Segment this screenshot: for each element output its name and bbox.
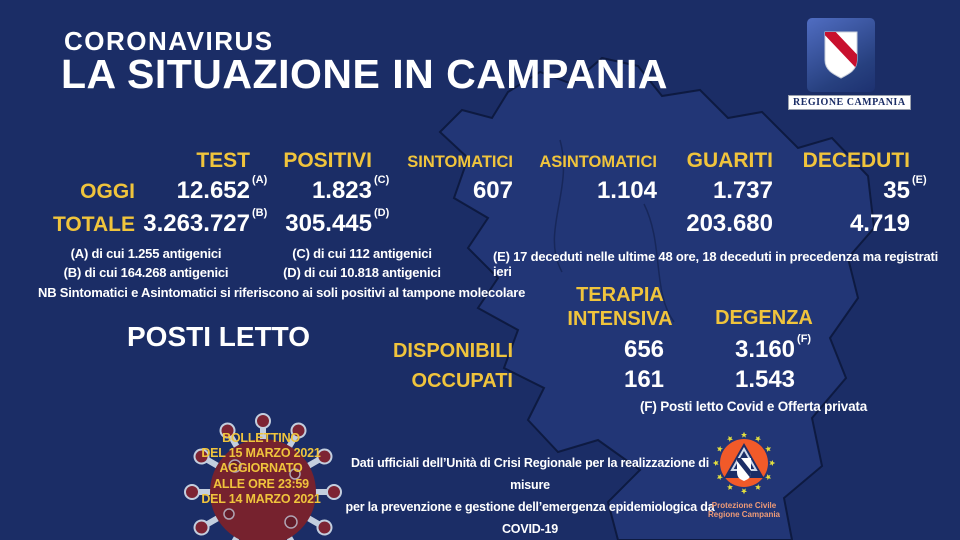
regione-campania-logo: REGIONE CAMPANIA xyxy=(788,18,911,110)
protezione-civile-label: Protezione Civile Regione Campania xyxy=(707,501,780,519)
col-header-degenza: DEGENZA xyxy=(715,307,813,329)
footnote-b: (B) di cui 164.268 antigenici xyxy=(63,265,229,280)
source-note: Dati ufficiali dell’Unità di Crisi Regio… xyxy=(345,456,715,536)
col-header-terapia-intensiva: TERAPIA INTENSIVA xyxy=(567,284,673,330)
row-label-disponibili: DISPONIBILI xyxy=(392,340,513,362)
footnote-d: (D) di cui 10.818 antigenici xyxy=(283,265,441,280)
stat-occupati-degenza: 1.543 xyxy=(734,366,796,393)
virus-icon xyxy=(184,413,342,540)
note-ref-c: (C) xyxy=(374,174,390,186)
stats-row-oggi: OGGI 12.652 (A) 1.823 (C) 607 1.104 1.737 … xyxy=(0,174,927,205)
campania-shield-icon xyxy=(807,18,875,92)
stats-row-totale: TOTALE 3.263.727 (B) 305.445 (D) 203.680 4… xyxy=(0,207,910,238)
stat-totale-guariti: 203.680 xyxy=(686,210,773,237)
bulletin-line: BOLLETTINO xyxy=(222,431,300,445)
col-header-test: TEST xyxy=(196,149,250,172)
bulletin-date-block: BOLLETTINO DEL 15 MARZO 2021 AGGIORNATO … xyxy=(180,431,342,507)
footnote-row-2: (B) di cui 164.268 antigenici (D) di cui… xyxy=(36,265,468,280)
note-ref-e: (E) xyxy=(912,174,927,186)
stats-header-row: TEST POSITIVI SINTOMATICI ASINTOMATICI G… xyxy=(0,149,910,173)
posti-letto-row-disponibili: DISPONIBILI 656 3.160 (F) xyxy=(0,333,812,364)
bulletin-line: AGGIORNATO xyxy=(219,461,303,476)
stat-occupati-terapia-intensiva: 161 xyxy=(623,366,665,393)
stat-totale-deceduti: 4.719 xyxy=(849,210,910,237)
bulletin-line: DEL 14 MARZO 2021 xyxy=(201,491,321,506)
col-header-deceduti: DECEDUTI xyxy=(802,149,910,172)
stat-oggi-deceduti: 35 (E) xyxy=(883,174,927,204)
posti-letto-title: POSTI LETTO xyxy=(127,321,311,352)
page-title: LA SITUAZIONE IN CAMPANIA xyxy=(61,51,668,97)
col-header-positivi: POSITIVI xyxy=(283,149,372,172)
note-ref-a: (A) xyxy=(252,174,268,186)
footnote-c: (C) di cui 112 antigenici xyxy=(292,246,432,261)
footnote-f: (F) Posti letto Covid e Offerta privata xyxy=(640,399,867,414)
stat-oggi-positivi: 1.823 (C) xyxy=(311,174,390,204)
footnote-row-1: (A) di cui 1.255 antigenici (C) di cui 1… xyxy=(36,246,468,261)
bulletin-line: ALLE ORE 23:59 xyxy=(213,476,309,491)
stat-disponibili-terapia-intensiva: 656 xyxy=(623,336,665,363)
col-header-sintomatici: SINTOMATICI xyxy=(407,153,513,171)
supertitle: CORONAVIRUS xyxy=(64,26,274,56)
row-label-oggi: OGGI xyxy=(80,180,135,203)
regione-campania-label: REGIONE CAMPANIA xyxy=(788,95,911,110)
bulletin-line: DEL 15 MARZO 2021 xyxy=(201,446,321,461)
note-ref-b: (B) xyxy=(252,207,268,219)
row-label-totale: TOTALE xyxy=(52,213,135,236)
stat-totale-positivi: 305.445 (D) xyxy=(285,207,390,237)
col-header-asintomatici: ASINTOMATICI xyxy=(539,153,657,171)
note-ref-d: (D) xyxy=(374,207,390,219)
footnote-a: (A) di cui 1.255 antigenici xyxy=(70,246,222,261)
posti-letto-row-occupati: OCCUPATI 161 1.543 xyxy=(0,366,811,394)
stat-oggi-test: 12.652 (A) xyxy=(176,174,268,204)
note-ref-f: (F) xyxy=(797,333,812,345)
row-label-occupati: OCCUPATI xyxy=(411,370,513,392)
stat-oggi-guariti: 1.737 xyxy=(712,177,773,204)
footnote-nb: NB Sintomatici e Asintomatici si riferis… xyxy=(38,285,526,300)
stat-disponibili-degenza: 3.160 (F) xyxy=(734,333,812,363)
footnote-e: (E) 17 deceduti nelle ultime 48 ore, 18 … xyxy=(493,249,939,279)
col-header-guariti: GUARITI xyxy=(686,149,773,172)
stat-totale-test: 3.263.727 (B) xyxy=(143,207,268,237)
protezione-civile-icon xyxy=(712,431,776,495)
protezione-civile-logo: Protezione Civile Regione Campania xyxy=(706,430,782,519)
stat-oggi-sintomatici: 607 xyxy=(472,177,513,204)
stat-oggi-asintomatici: 1.104 xyxy=(596,177,657,204)
